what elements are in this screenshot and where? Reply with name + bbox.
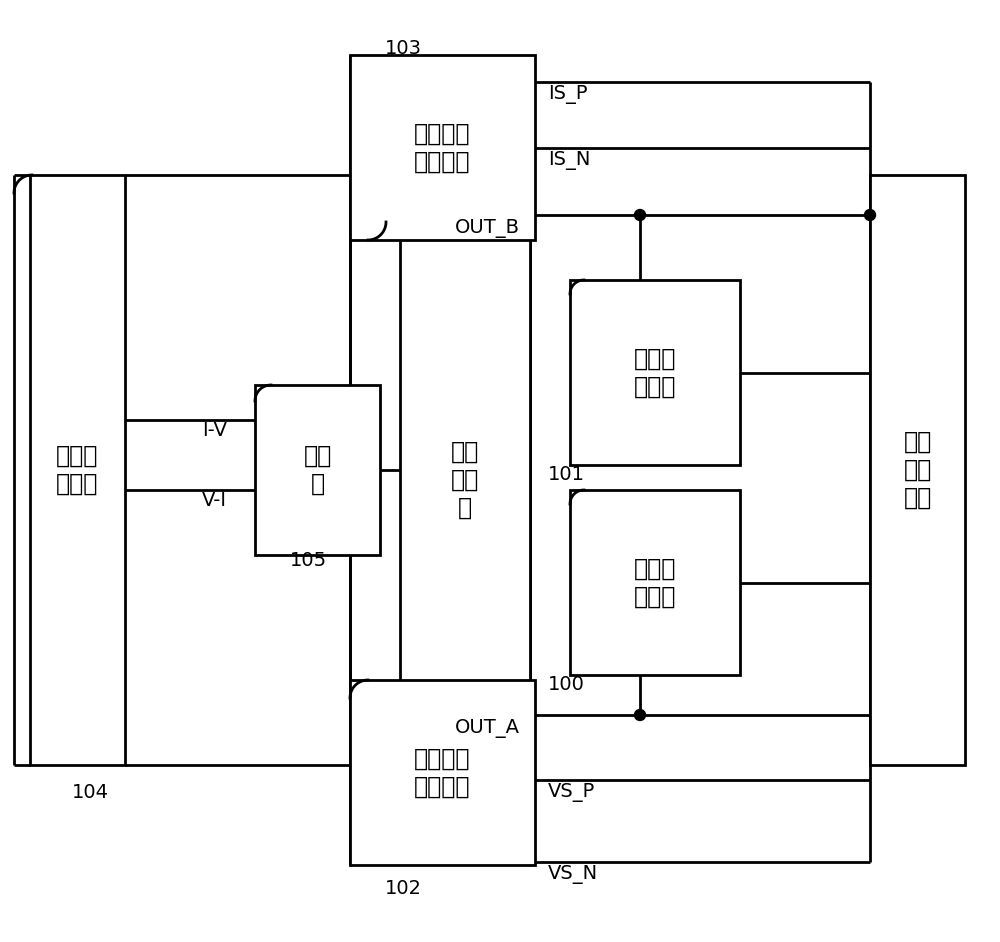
Text: 100: 100: [548, 675, 585, 694]
Text: 超声
波换
能器: 超声 波换 能器: [903, 430, 932, 510]
Text: 处理
器: 处理 器: [303, 444, 332, 495]
Text: 相位检
测模块: 相位检 测模块: [56, 444, 99, 495]
Bar: [570, 280, 740, 465]
Text: 电流采
集模块: 电流采 集模块: [634, 347, 676, 398]
Text: IS_P: IS_P: [548, 86, 588, 105]
Text: 第一信号
处理模块: 第一信号 处理模块: [414, 747, 471, 799]
Text: 101: 101: [548, 465, 585, 484]
Text: 105: 105: [290, 550, 327, 570]
Text: I-V: I-V: [202, 420, 227, 440]
Bar: [30, 175, 125, 765]
Text: 103: 103: [385, 39, 422, 57]
Bar: [570, 490, 740, 675]
Circle shape: [635, 209, 646, 220]
Text: 第二信号
处理模块: 第二信号 处理模块: [414, 122, 471, 173]
Text: 104: 104: [72, 784, 109, 803]
Circle shape: [635, 709, 646, 721]
Text: VS_P: VS_P: [548, 784, 595, 803]
Text: IS_N: IS_N: [548, 151, 590, 170]
Text: OUT_A: OUT_A: [455, 719, 520, 738]
Text: VS_N: VS_N: [548, 866, 598, 885]
Text: V-I: V-I: [202, 491, 227, 510]
Bar: [350, 55, 535, 240]
Text: OUT_B: OUT_B: [455, 219, 520, 237]
Bar: [870, 175, 965, 765]
Bar: [255, 385, 380, 555]
Bar: [350, 680, 535, 865]
Text: 102: 102: [385, 879, 422, 898]
Text: 激励
信号
源: 激励 信号 源: [451, 440, 479, 520]
Bar: [400, 220, 530, 740]
Text: 电压采
集模块: 电压采 集模块: [634, 557, 676, 609]
Circle shape: [864, 209, 876, 220]
